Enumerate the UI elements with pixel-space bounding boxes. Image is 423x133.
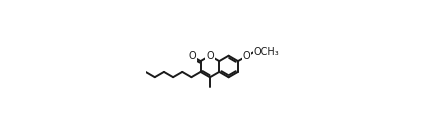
Text: O: O [242,51,250,61]
Text: O: O [188,51,196,61]
Text: O: O [206,51,214,61]
Text: OCH₃: OCH₃ [254,47,280,57]
